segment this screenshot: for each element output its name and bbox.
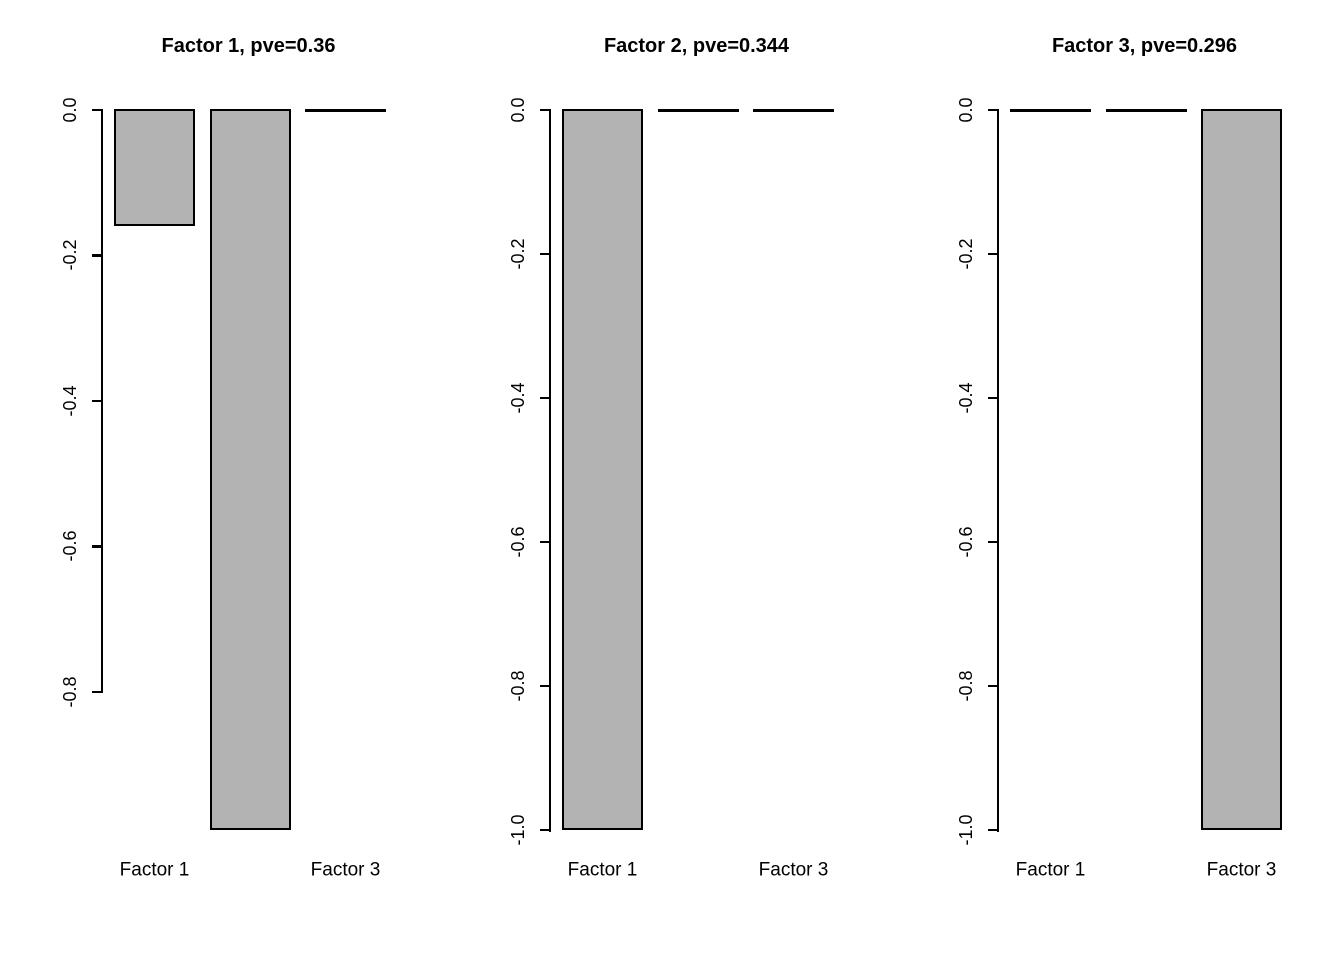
y-tick-mark — [539, 396, 549, 400]
y-axis-line — [996, 109, 999, 832]
y-tick-mark — [987, 252, 997, 256]
bar-factor-3 — [753, 109, 834, 112]
y-tick-mark — [91, 254, 101, 257]
y-axis-line — [548, 109, 551, 832]
y-tick-mark — [539, 684, 549, 688]
y-tick-mark — [91, 108, 101, 112]
x-category-label: Factor 3 — [310, 859, 381, 881]
panel-title: Factor 2, pve=0.344 — [603, 35, 790, 57]
y-tick-mark — [539, 252, 549, 256]
bar-factor-1 — [114, 109, 195, 227]
y-tick-label: -0.2 — [508, 238, 528, 270]
y-tick-label: -0.4 — [508, 382, 528, 414]
y-tick-mark — [91, 690, 101, 694]
bar-factor-3 — [305, 109, 386, 112]
bar-factor-2 — [1105, 109, 1187, 112]
y-tick-label: -0.8 — [60, 676, 80, 708]
y-tick-label: -0.2 — [60, 239, 80, 271]
y-tick-label: 0.0 — [508, 97, 528, 123]
y-tick-mark — [987, 828, 997, 832]
y-tick-mark — [987, 684, 997, 688]
y-tick-label: -0.6 — [60, 530, 80, 562]
bar-factor-1 — [562, 109, 643, 830]
y-tick-mark — [987, 540, 997, 544]
plot-area: 0.0 -0.2 -0.4 -0.6 -0.8 -1.0 Factor 1 Factor 3 — [448, 0, 896, 960]
barplot-panel-factor-2: Factor 2, pve=0.344 0.0 -0.2 -0.4 -0.6 -0.8 -… — [448, 0, 896, 960]
y-tick-mark — [91, 545, 101, 548]
y-tick-label: -0.2 — [956, 238, 976, 270]
x-category-label: Factor 1 — [119, 859, 190, 881]
panel-title: Factor 3, pve=0.296 — [1051, 35, 1238, 57]
y-tick-label: 0.0 — [60, 97, 80, 123]
bar-factor-2 — [209, 109, 291, 830]
x-category-label: Factor 1 — [567, 859, 638, 881]
barplot-panel-factor-3: Factor 3, pve=0.296 0.0 -0.2 -0.4 -0.6 -0.8 -… — [896, 0, 1344, 960]
y-tick-mark — [91, 399, 101, 403]
y-tick-mark — [987, 396, 997, 400]
y-axis-line — [100, 109, 103, 694]
y-tick-label: -0.4 — [60, 385, 80, 417]
y-tick-label: -0.8 — [508, 670, 528, 702]
x-category-label: Factor 3 — [1206, 859, 1277, 881]
x-category-label: Factor 3 — [758, 859, 829, 881]
y-tick-label: -0.6 — [508, 526, 528, 558]
plot-area: 0.0 -0.2 -0.4 -0.6 -0.8 -1.0 Factor 1 Factor 3 — [896, 0, 1344, 960]
barplot-panel-factor-1: Factor 1, pve=0.36 0.0 -0.2 -0.4 -0.6 -0.8 Fa… — [0, 0, 448, 960]
y-tick-mark — [539, 540, 549, 544]
bar-factor-2 — [657, 109, 739, 112]
bar-factor-1 — [1010, 109, 1091, 112]
panel-title: Factor 1, pve=0.36 — [161, 35, 336, 57]
y-tick-mark — [987, 108, 997, 112]
y-tick-mark — [539, 108, 549, 112]
y-tick-label: -1.0 — [956, 814, 976, 846]
y-tick-label: -0.4 — [956, 382, 976, 414]
plot-area: 0.0 -0.2 -0.4 -0.6 -0.8 Factor 1 Factor 3 — [0, 0, 448, 960]
bar-factor-3 — [1201, 109, 1282, 830]
x-category-label: Factor 1 — [1015, 859, 1086, 881]
y-tick-mark — [539, 828, 549, 832]
y-tick-label: -1.0 — [508, 814, 528, 846]
y-tick-label: -0.6 — [956, 526, 976, 558]
y-tick-label: -0.8 — [956, 670, 976, 702]
y-tick-label: 0.0 — [956, 97, 976, 123]
